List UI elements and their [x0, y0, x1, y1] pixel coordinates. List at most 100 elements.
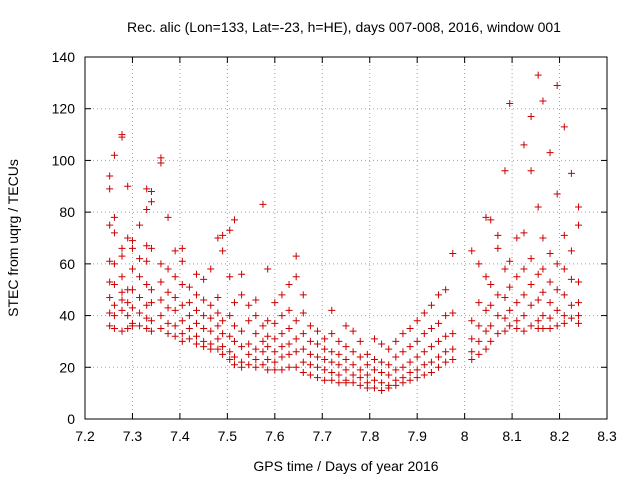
y-tick-label: 20	[59, 359, 75, 375]
data-point	[306, 322, 314, 330]
data-point	[245, 340, 253, 348]
data-point	[164, 330, 172, 338]
data-point	[427, 301, 435, 309]
data-point	[356, 337, 364, 345]
data-point	[299, 291, 307, 299]
data-point	[157, 325, 165, 332]
data-point	[546, 325, 554, 332]
data-point	[171, 273, 179, 281]
data-point	[264, 332, 272, 340]
data-point	[136, 309, 144, 317]
data-point	[193, 306, 201, 314]
data-point	[513, 234, 521, 242]
data-point	[314, 353, 322, 361]
data-point	[285, 350, 293, 358]
data-point	[335, 337, 343, 345]
data-point	[321, 345, 329, 353]
data-point	[110, 325, 118, 332]
data-point	[328, 348, 336, 356]
data-point	[178, 244, 186, 252]
y-axis-ticks: 0 20 40 60 80 100 120 140	[52, 49, 607, 427]
data-point	[501, 167, 509, 175]
data-point	[106, 293, 114, 301]
data-point	[506, 283, 514, 291]
data-point	[245, 301, 253, 309]
data-point	[553, 286, 561, 294]
data-point	[335, 379, 343, 387]
data-point	[363, 384, 371, 392]
data-point	[534, 317, 542, 325]
data-point	[306, 337, 314, 345]
data-point	[292, 363, 300, 371]
data-point	[575, 203, 583, 211]
data-point	[314, 340, 322, 348]
data-point	[136, 255, 144, 263]
data-point	[534, 270, 542, 278]
data-point	[534, 296, 542, 304]
data-point	[435, 291, 443, 299]
data-point	[520, 141, 528, 149]
data-point	[285, 325, 293, 332]
data-point	[392, 381, 400, 389]
data-point	[506, 100, 514, 108]
data-point	[487, 301, 495, 309]
data-point	[527, 255, 535, 263]
data-point	[527, 167, 535, 175]
data-point	[378, 387, 386, 395]
data-point	[314, 363, 322, 371]
data-point	[124, 325, 132, 332]
data-point	[214, 345, 222, 353]
data-point	[164, 213, 172, 221]
data-point	[306, 361, 314, 369]
data-point	[553, 81, 561, 89]
data-point	[118, 252, 126, 260]
data-point	[560, 123, 568, 131]
data-point	[328, 358, 336, 366]
data-point	[226, 312, 234, 320]
data-point	[513, 299, 521, 307]
data-point	[539, 234, 547, 242]
data-point	[238, 270, 246, 278]
data-point	[567, 169, 575, 177]
y-axis-label: STEC from uqrg / TECUs	[5, 159, 21, 317]
data-point	[219, 350, 227, 358]
data-point	[539, 265, 547, 273]
data-point	[106, 257, 114, 265]
data-point	[468, 356, 476, 364]
chart-title: Rec. alic (Lon=133, Lat=-23, h=HE), days…	[127, 19, 561, 35]
data-point	[226, 348, 234, 356]
data-point	[230, 361, 238, 369]
x-tick-label: 8.2	[550, 428, 570, 444]
data-point	[271, 358, 279, 366]
data-point	[118, 288, 126, 296]
data-point	[342, 356, 350, 364]
data-point	[560, 265, 568, 273]
data-point	[494, 330, 502, 338]
data-point	[356, 374, 364, 382]
data-point	[292, 317, 300, 325]
data-point	[147, 286, 155, 294]
data-point	[494, 231, 502, 239]
data-point	[328, 306, 336, 314]
data-point	[413, 353, 421, 361]
data-point	[207, 265, 215, 273]
data-point	[178, 301, 186, 309]
data-point	[200, 343, 208, 351]
data-point	[264, 265, 272, 273]
data-point	[259, 337, 267, 345]
data-point	[143, 242, 151, 250]
data-point	[157, 296, 165, 304]
data-point	[226, 356, 234, 364]
data-point	[539, 312, 547, 320]
x-tick-label: 7.9	[407, 428, 427, 444]
data-point	[560, 291, 568, 299]
data-point	[200, 325, 208, 332]
data-point	[200, 312, 208, 320]
data-point	[406, 325, 414, 332]
data-point	[164, 265, 172, 273]
data-point	[520, 327, 528, 335]
data-point	[306, 371, 314, 379]
data-point	[207, 301, 215, 309]
data-point	[118, 273, 126, 281]
data-point	[178, 317, 186, 325]
